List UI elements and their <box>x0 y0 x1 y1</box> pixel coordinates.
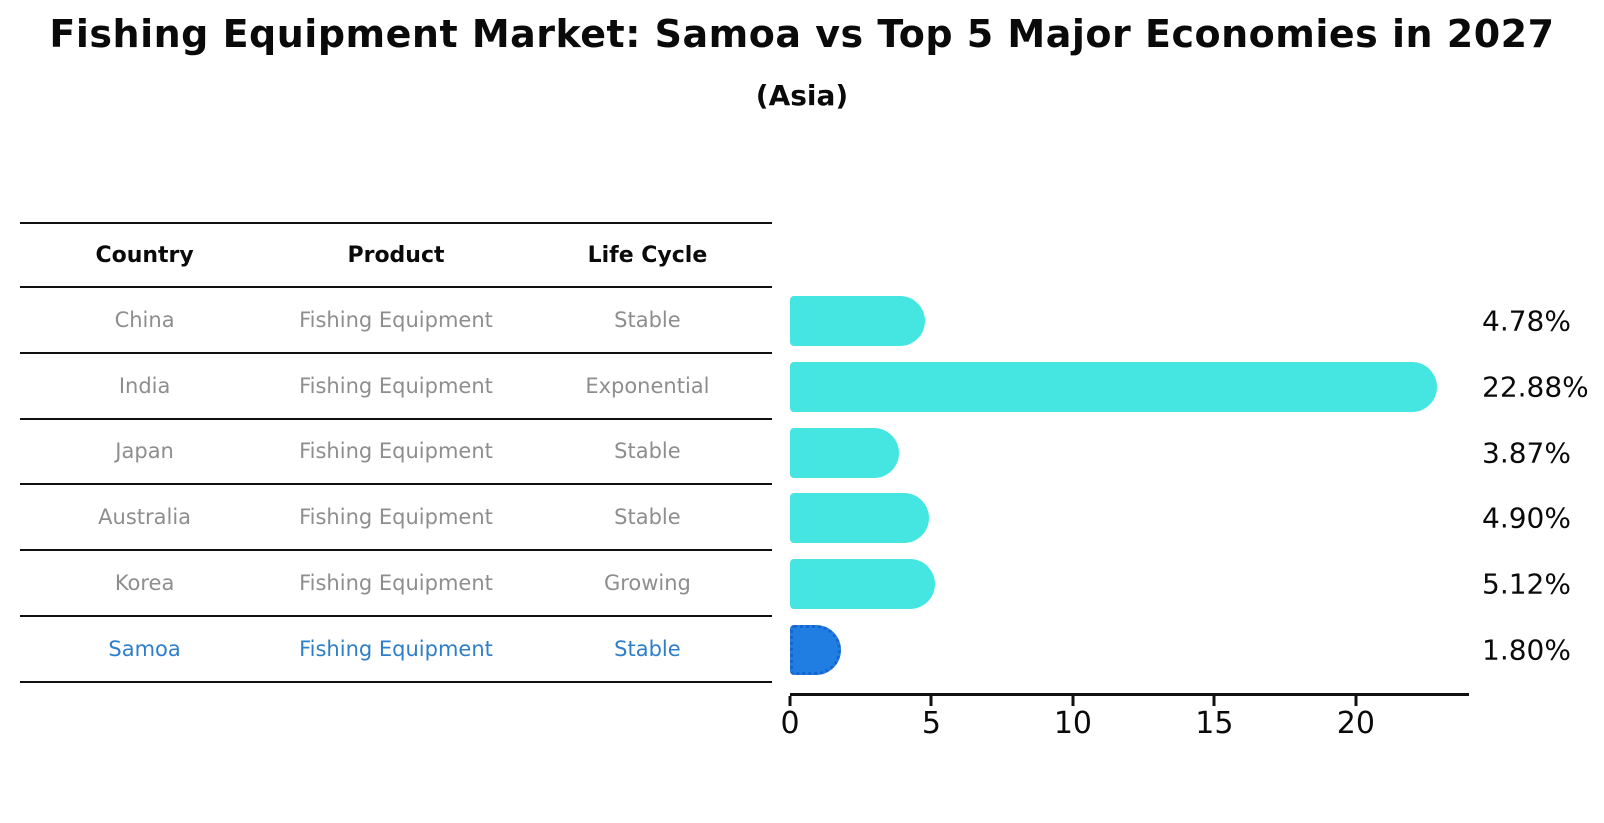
table-row-korea: Korea Fishing Equipment Growing <box>20 551 772 617</box>
country-table: Country Product Life Cycle China Fishing… <box>20 222 772 683</box>
life-cycle-cell: Stable <box>614 505 681 530</box>
table-row-samoa: Samoa Fishing Equipment Stable <box>20 617 772 683</box>
chart-title: Fishing Equipment Market: Samoa vs Top 5… <box>49 12 1555 56</box>
country-cell: China <box>114 307 175 332</box>
x-axis-tick-20 <box>1354 696 1358 706</box>
table-row-india: India Fishing Equipment Exponential <box>20 354 772 420</box>
x-axis-tick-10 <box>1071 696 1075 706</box>
value-label-australia: 4.90% <box>1482 501 1571 535</box>
column-header-life-cycle: Life Cycle <box>587 242 708 268</box>
life-cycle-cell: Stable <box>614 307 681 332</box>
country-cell: India <box>118 373 171 398</box>
x-axis-tick-0 <box>788 696 792 706</box>
table-row-japan: Japan Fishing Equipment Stable <box>20 420 772 486</box>
x-axis-tick-label-0: 0 <box>780 706 800 741</box>
table-row-australia: Australia Fishing Equipment Stable <box>20 485 772 552</box>
bar-india <box>790 361 1438 412</box>
value-label-samoa: 1.80% <box>1482 633 1571 667</box>
product-cell: Fishing Equipment <box>299 636 493 661</box>
bar-australia <box>790 493 929 544</box>
life-cycle-cell: Growing <box>603 571 691 596</box>
column-header-country: Country <box>95 242 194 268</box>
country-cell: Japan <box>115 439 174 464</box>
x-axis-tick-label-5: 5 <box>921 706 941 741</box>
product-cell: Fishing Equipment <box>299 439 493 464</box>
bar-chart-plot: 4.78% 22.88% 3.87% 4.90% 5.12% 1.80% 0 5… <box>780 288 1589 741</box>
value-label-korea: 5.12% <box>1482 567 1571 601</box>
x-axis-tick-label-15: 15 <box>1195 706 1234 741</box>
bar-korea <box>790 559 935 610</box>
column-header-product: Product <box>347 242 445 268</box>
table-header-row: Country Product Life Cycle <box>20 224 772 288</box>
bar-samoa <box>790 625 841 676</box>
value-label-japan: 3.87% <box>1482 436 1571 470</box>
value-label-china: 4.78% <box>1482 304 1571 338</box>
life-cycle-cell: Stable <box>614 636 681 661</box>
value-label-india: 22.88% <box>1482 370 1589 404</box>
bar-japan <box>790 427 900 478</box>
x-axis-tick-label-10: 10 <box>1053 706 1092 741</box>
table-row-china: China Fishing Equipment Stable <box>20 288 772 354</box>
country-cell: Australia <box>98 505 192 530</box>
x-axis-line <box>790 693 1469 696</box>
product-cell: Fishing Equipment <box>299 571 493 596</box>
life-cycle-cell: Stable <box>614 439 681 464</box>
product-cell: Fishing Equipment <box>299 307 493 332</box>
product-cell: Fishing Equipment <box>299 505 493 530</box>
x-axis-tick-5 <box>929 696 933 706</box>
x-axis-tick-label-20: 20 <box>1336 706 1375 741</box>
x-axis-tick-15 <box>1212 696 1216 706</box>
country-cell: Korea <box>114 571 175 596</box>
chart-subtitle: (Asia) <box>755 79 849 112</box>
product-cell: Fishing Equipment <box>299 373 493 398</box>
bar-china <box>790 296 926 346</box>
country-cell: Samoa <box>108 636 181 661</box>
life-cycle-cell: Exponential <box>585 373 710 398</box>
